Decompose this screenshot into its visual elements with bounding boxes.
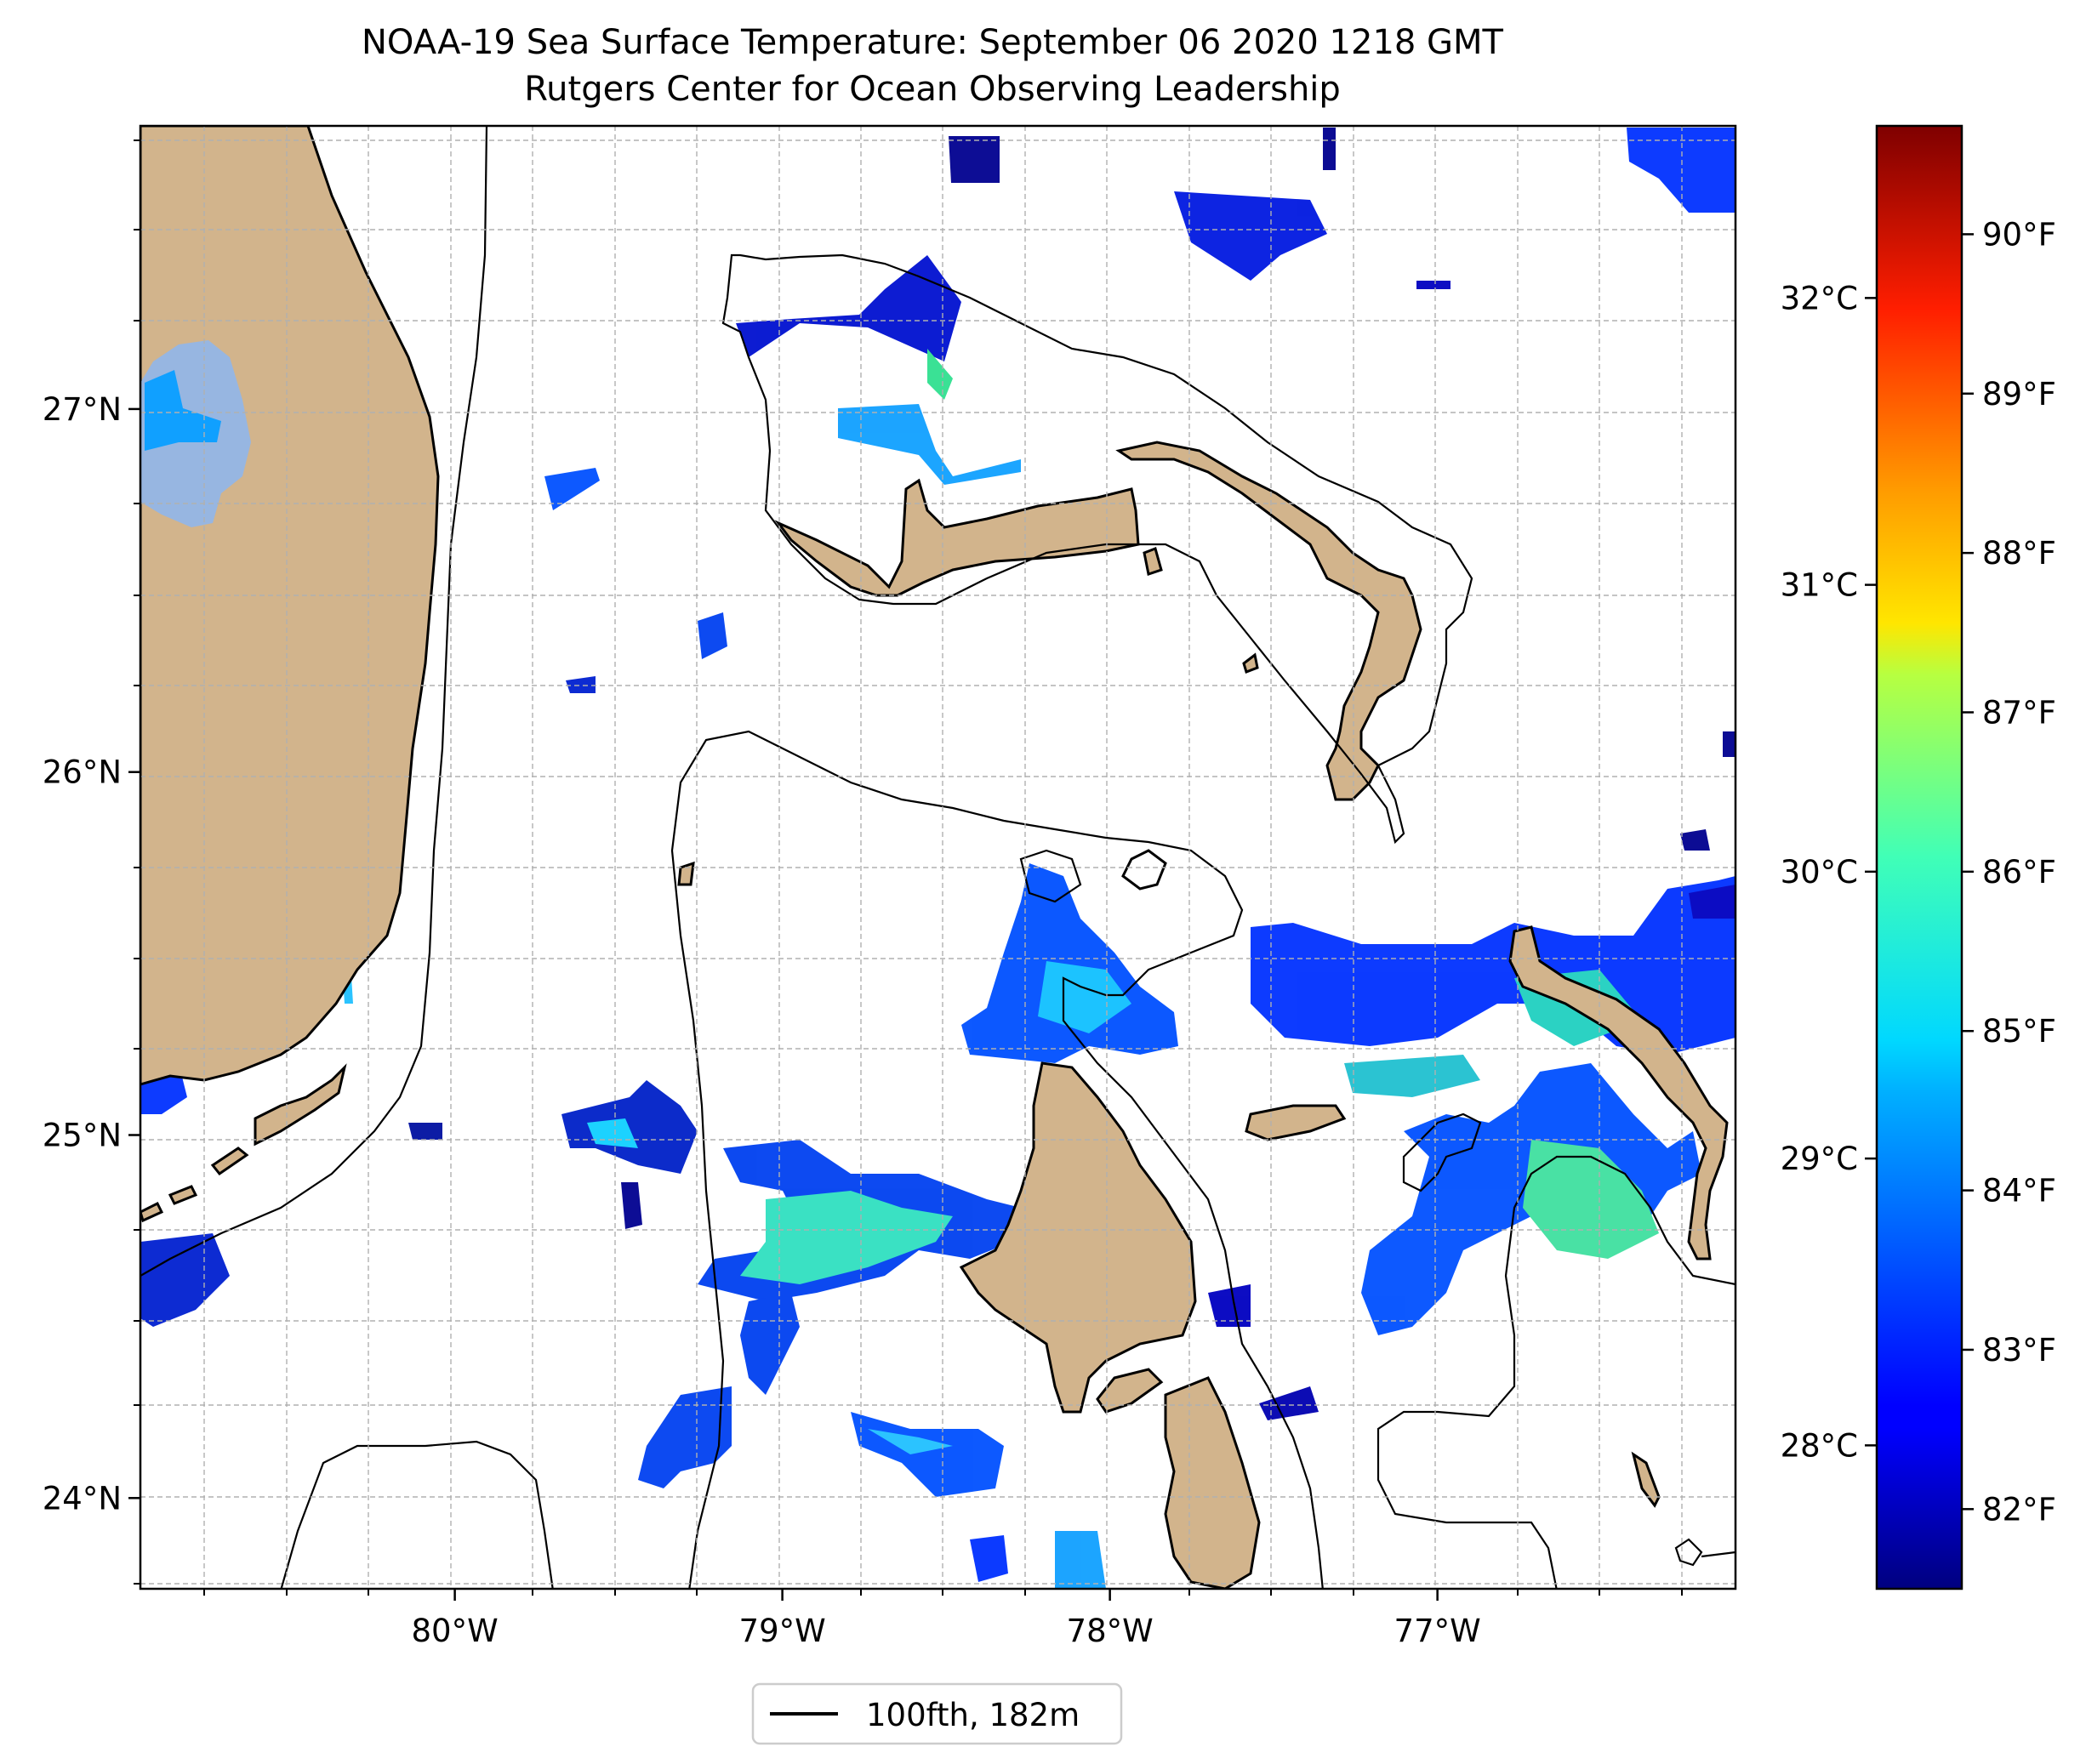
abaco-islet <box>1242 652 1259 674</box>
cb-fahrenheit-label: 90°F <box>1982 216 2056 253</box>
lon-tick-label: 77°W <box>1394 1613 1481 1649</box>
lat-tick-label: 26°N <box>43 754 122 791</box>
map-gridlines <box>140 126 1735 1589</box>
cb-celsius-label: 28°C <box>1781 1427 1858 1464</box>
grand-bahama-islet <box>1143 547 1163 576</box>
map-title-line1: NOAA-19 Sea Surface Temperature: Septemb… <box>362 23 1504 62</box>
cb-fahrenheit-label: 85°F <box>1982 1013 2056 1050</box>
florida-lake-sst <box>145 370 221 451</box>
cb-fahrenheit-label: 88°F <box>1982 535 2056 572</box>
lat-tick-label: 25°N <box>43 1118 122 1154</box>
cb-fahrenheit-label: 83°F <box>1982 1332 2056 1369</box>
map-frame <box>139 124 1737 1590</box>
cb-fahrenheit-label: 89°F <box>1982 376 2056 413</box>
cb-celsius-label: 32°C <box>1781 280 1858 316</box>
cb-celsius-label: 31°C <box>1781 567 1858 604</box>
cb-fahrenheit-label: 86°F <box>1982 854 2056 891</box>
cb-celsius-label: 29°C <box>1781 1141 1858 1177</box>
legend-box: 100fth, 182m <box>751 1682 1123 1745</box>
colorbar: 28°C 29°C 30°C 31°C 32°C 82°F 83°F 84°F 85°F 86°… <box>1781 124 2056 1590</box>
cb-celsius-label: 30°C <box>1781 854 1858 891</box>
isobath-100fth <box>140 126 1735 1589</box>
colorbar-gradient <box>1875 124 1963 1590</box>
colorbar-fahrenheit-ticks: 82°F 83°F 84°F 85°F 86°F 87°F 88°F 89°F 90°F <box>1962 216 2056 1528</box>
map-title-line2: Rutgers Center for Ocean Observing Leade… <box>524 70 1341 109</box>
map-area[interactable] <box>140 126 1735 1590</box>
lon-tick-label: 79°W <box>739 1613 826 1649</box>
lat-tick-label: 27°N <box>43 391 122 428</box>
map-minor-ticks <box>134 139 1683 1596</box>
cb-fahrenheit-label: 84°F <box>1982 1173 2056 1209</box>
eleuthera-island <box>1508 925 1729 1260</box>
abaco-island <box>1115 441 1422 801</box>
andros-island <box>959 1061 1197 1414</box>
latitude-axis: 27°N 26°N 25°N 24°N <box>43 391 140 1516</box>
andros-mid <box>1096 1368 1164 1414</box>
legend-isobath-label: 100fth, 182m <box>866 1697 1080 1733</box>
florida-keys <box>140 1063 347 1223</box>
longitude-axis: 80°W 79°W 78°W 77°W <box>412 1589 1481 1649</box>
lat-tick-label: 24°N <box>43 1480 122 1516</box>
lon-tick-label: 80°W <box>412 1613 499 1649</box>
cb-fahrenheit-label: 82°F <box>1982 1491 2056 1528</box>
cb-fahrenheit-label: 87°F <box>1982 694 2056 731</box>
exuma-cay <box>1631 1451 1661 1508</box>
lon-tick-label: 78°W <box>1067 1613 1154 1649</box>
colorbar-celsius-ticks: 28°C 29°C 30°C 31°C 32°C <box>1781 280 1877 1464</box>
berry-islands <box>677 849 1167 891</box>
grand-bahama-island <box>774 478 1140 597</box>
